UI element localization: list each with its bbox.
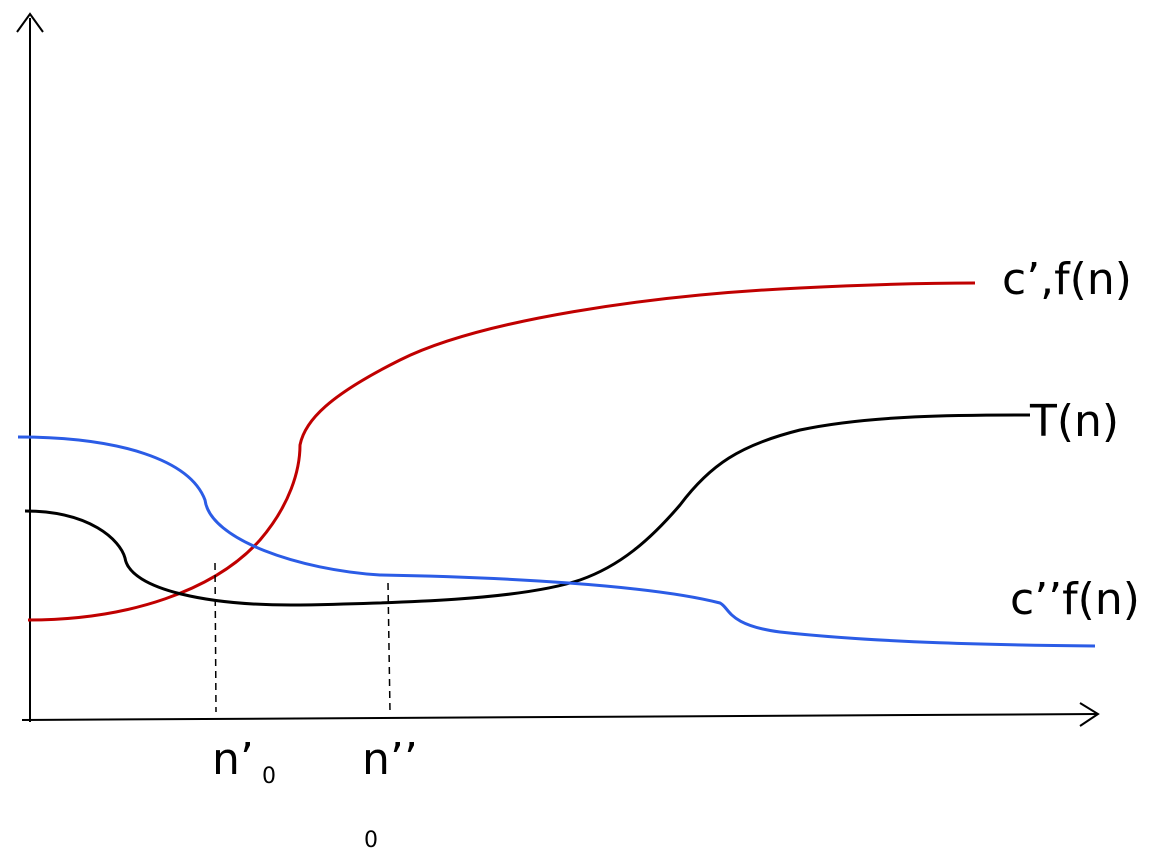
n0-prime-subscript: 0 [262, 764, 276, 789]
n0-double-prime-dashed-line [387, 582, 391, 713]
lower-bound-curve [17, 435, 1096, 648]
x-axis-arrowhead [1079, 702, 1100, 727]
x-axis [21, 713, 1099, 721]
lower-bound-label: c’’f(n) [1010, 574, 1140, 625]
y-axis-arrowhead [16, 12, 44, 33]
t-n-label: T(n) [1030, 396, 1120, 447]
n0-double-prime-subscript: 0 [364, 828, 378, 853]
n0-double-prime-label: n’’ [362, 734, 418, 785]
upper-bound-curve [27, 281, 976, 622]
n0-prime-label: n’ [212, 734, 254, 785]
n0-prime-dashed-line [214, 562, 217, 713]
t-n-curve [24, 413, 1031, 607]
upper-bound-label: c’,f(n) [1002, 254, 1132, 305]
